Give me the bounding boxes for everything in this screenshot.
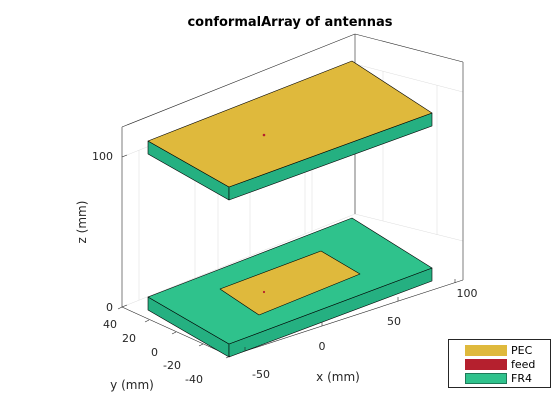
y-tick-20: 20 xyxy=(122,332,136,345)
upper-feed-point xyxy=(262,133,266,137)
x-axis-label: x (mm) xyxy=(316,370,360,384)
x-tick-0: 0 xyxy=(319,340,326,353)
legend: PEC feed FR4 xyxy=(448,339,551,388)
lower-feed-point xyxy=(262,290,266,294)
lower-antenna xyxy=(147,217,433,358)
tick-marks xyxy=(117,154,456,359)
z-tick-100: 100 xyxy=(92,150,113,163)
y-tick-neg40: -40 xyxy=(185,373,203,386)
z-tick-0: 0 xyxy=(106,301,113,314)
z-axis-label: z (mm) xyxy=(75,201,89,244)
axes-box xyxy=(121,33,464,357)
legend-item-feed: feed xyxy=(465,357,536,371)
legend-label-fr4: FR4 xyxy=(511,371,532,385)
x-tick-100: 100 xyxy=(457,287,478,300)
x-tick-50: 50 xyxy=(387,315,401,328)
legend-swatch-fr4 xyxy=(465,372,507,384)
y-tick-40: 40 xyxy=(103,318,117,331)
chart-title: conformalArray of antennas xyxy=(187,15,392,30)
legend-item-pec: PEC xyxy=(465,343,533,357)
upper-patch xyxy=(147,60,433,201)
upper-patch-top xyxy=(147,60,433,188)
y-tick-neg20: -20 xyxy=(163,359,181,372)
y-axis-label: y (mm) xyxy=(110,378,154,392)
legend-label-feed: feed xyxy=(511,357,536,371)
legend-swatch-feed xyxy=(465,358,507,370)
legend-item-fr4: FR4 xyxy=(465,371,532,385)
x-tick-neg50: -50 xyxy=(252,368,270,381)
y-tick-0: 0 xyxy=(151,346,158,359)
lower-patch xyxy=(219,250,361,316)
legend-label-pec: PEC xyxy=(511,343,533,357)
legend-swatch-pec xyxy=(465,344,507,356)
